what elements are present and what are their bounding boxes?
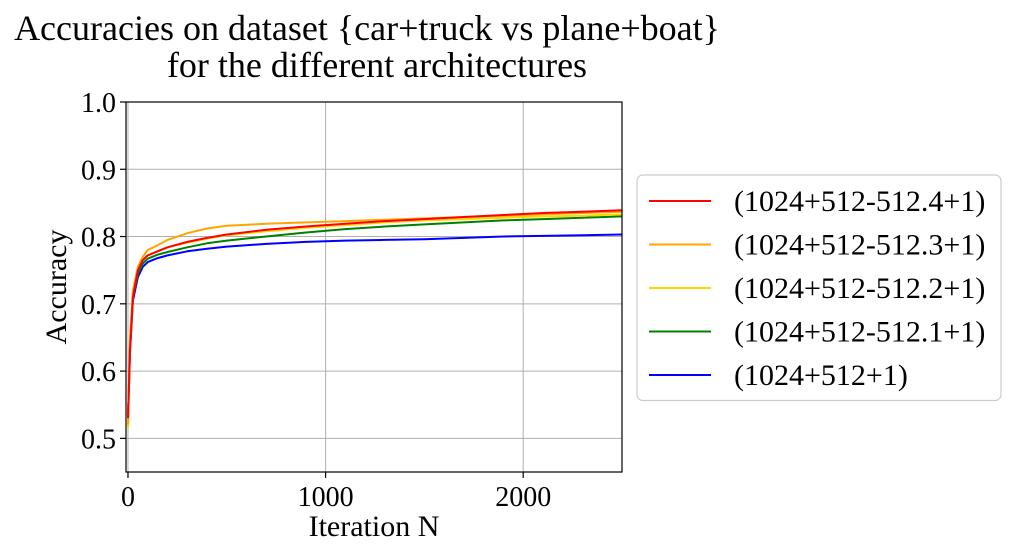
legend: (1024+512-512.4+1) (1024+512-512.3+1) (102… (636, 174, 1002, 402)
y-axis-label: Accuracy (40, 230, 73, 345)
plot-frame (125, 101, 623, 473)
series-line (127, 233, 622, 419)
grid-lines (126, 101, 622, 472)
series-line (127, 209, 622, 419)
legend-entry-label: (1024+512-512.4+1) (734, 185, 985, 218)
y-tick-label: 0.6 (81, 357, 116, 388)
legend-entry-label: (1024+512-512.2+1) (734, 272, 985, 305)
y-tick-label: 0.9 (81, 155, 116, 186)
legend-entry-label: (1024+512+1) (734, 359, 908, 392)
series-line (127, 215, 622, 419)
chart-subtitle: for the different architectures (167, 45, 587, 85)
series-lines (127, 209, 622, 429)
x-tick-label: 2000 (495, 482, 551, 513)
y-tick-label: 0.8 (81, 223, 116, 254)
x-tick-label: 0 (121, 482, 135, 513)
y-tick-label: 0.7 (81, 290, 116, 321)
x-tick-label: 1000 (298, 482, 354, 513)
legend-entry-label: (1024+512-512.3+1) (734, 229, 985, 262)
series-line (127, 213, 622, 429)
legend-box (636, 174, 1002, 402)
y-tick-label: 1.0 (81, 88, 116, 119)
axis-ticks: 0 1000 2000 0.5 0.6 0.7 0.8 0.9 1.0 (81, 88, 551, 513)
x-axis-label: Iteration N (309, 510, 440, 543)
chart-title: Accuracies on dataset {car+truck vs plan… (14, 8, 720, 48)
y-tick-label: 0.5 (81, 424, 116, 455)
legend-entry-label: (1024+512-512.1+1) (734, 316, 985, 349)
